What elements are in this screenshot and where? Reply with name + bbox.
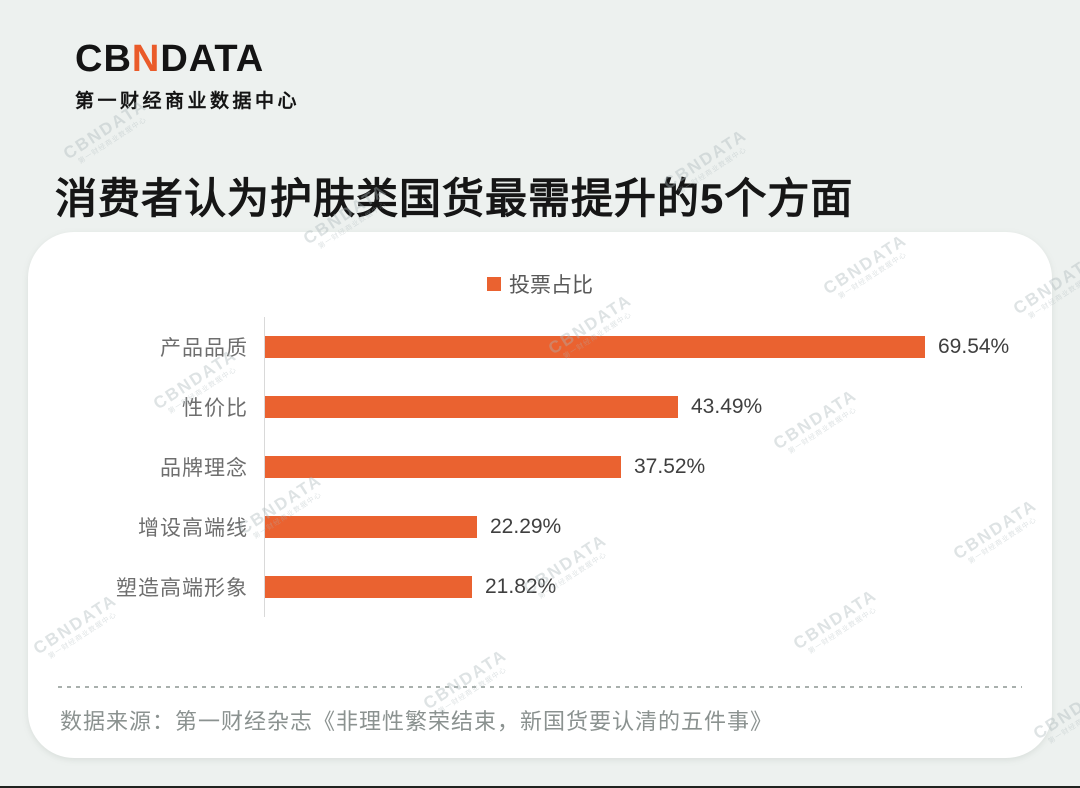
value-label: 43.49% <box>691 395 763 418</box>
data-source-text: 数据来源：第一财经杂志《非理性繁荣结束，新国货要认清的五件事》 <box>60 709 774 734</box>
bar <box>265 576 472 598</box>
category-label: 性价比 <box>182 397 248 420</box>
bar-area: 22.29% <box>264 497 1052 557</box>
page-title: 消费者认为护肤类国货最需提升的5个方面 <box>55 175 854 223</box>
value-label: 37.52% <box>634 455 706 478</box>
bar <box>265 336 925 358</box>
chart-legend: 投票占比 <box>28 232 1052 299</box>
dashed-divider <box>58 686 1022 688</box>
category-label: 品牌理念 <box>160 457 248 480</box>
bar <box>265 396 678 418</box>
bar-area: 69.54% <box>264 317 1052 377</box>
bar-row: 增设高端线 22.29% <box>44 497 1052 557</box>
bar <box>265 516 477 538</box>
logo-suffix: DATA <box>160 38 265 80</box>
logo-wordmark: CBNDATA <box>75 38 300 80</box>
chart-card: 投票占比 产品品质 69.54% 性价比 43.49% 品牌理念 37.52% 增设高端线 2… <box>28 232 1052 758</box>
bar-rows: 产品品质 69.54% 性价比 43.49% 品牌理念 37.52% 增设高端线 22.29%… <box>44 317 1052 617</box>
category-label: 塑造高端形象 <box>116 577 248 600</box>
bar-area: 43.49% <box>264 377 1052 437</box>
legend-swatch-icon <box>487 277 501 291</box>
bar-row: 性价比 43.49% <box>44 377 1052 437</box>
bar-row: 品牌理念 37.52% <box>44 437 1052 497</box>
bar-area: 21.82% <box>264 557 1052 617</box>
bar-row: 塑造高端形象 21.82% <box>44 557 1052 617</box>
bar-area: 37.52% <box>264 437 1052 497</box>
logo-prefix: CB <box>75 38 132 80</box>
screenshot-bottom-edge <box>0 786 1080 788</box>
value-label: 22.29% <box>490 515 562 538</box>
category-label: 增设高端线 <box>138 517 248 540</box>
bar <box>265 456 621 478</box>
logo-accent-letter: N <box>131 38 161 80</box>
value-label: 69.54% <box>938 335 1010 358</box>
category-label: 产品品质 <box>160 337 248 360</box>
legend-label: 投票占比 <box>509 274 593 297</box>
cbndata-logo: CBNDATA 第一财经商业数据中心 <box>75 38 301 113</box>
value-label: 21.82% <box>485 575 557 598</box>
logo-subtitle: 第一财经商业数据中心 <box>75 90 301 112</box>
bar-chart: 产品品质 69.54% 性价比 43.49% 品牌理念 37.52% 增设高端线 22.29%… <box>44 317 1052 617</box>
bar-row: 产品品质 69.54% <box>44 317 1052 377</box>
